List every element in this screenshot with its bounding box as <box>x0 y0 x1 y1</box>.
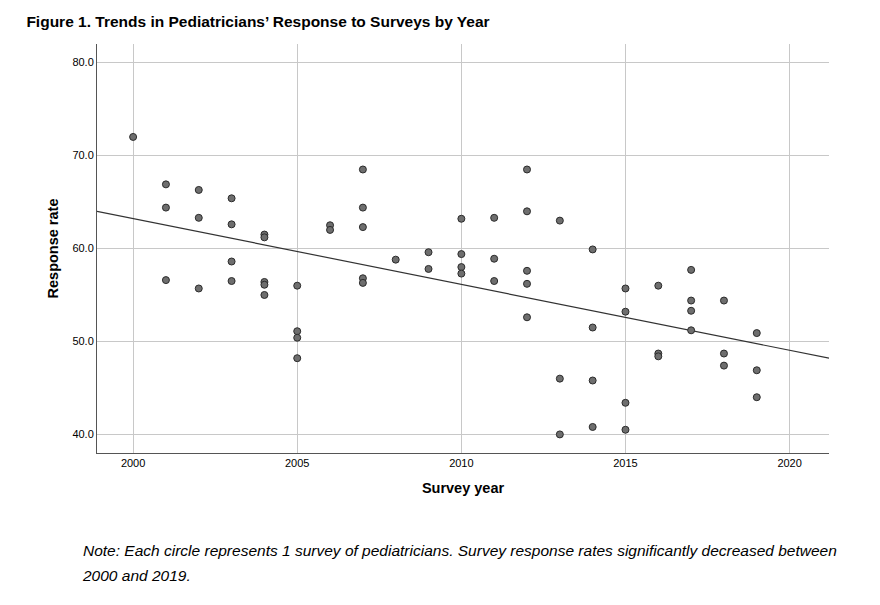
html-text:Note: Each circle represents 1: Note: Each circle represents 1 survey of… <box>83 542 837 584</box>
svg-text:2000: 2000 <box>121 457 145 469</box>
svg-text:80.0: 80.0 <box>72 56 93 68</box>
svg-text:Figure 1. Trends in Pediatrici: Figure 1. Trends in Pediatricians’ Respo… <box>26 13 489 30</box>
svg-text:40.0: 40.0 <box>72 428 93 440</box>
svg-text:2005: 2005 <box>285 457 309 469</box>
svg-text:70.0: 70.0 <box>72 149 93 161</box>
svg-text:2010: 2010 <box>449 457 473 469</box>
svg-text:60.0: 60.0 <box>72 242 93 254</box>
svg-text:Survey year: Survey year <box>422 480 505 496</box>
svg-text:2015: 2015 <box>613 457 637 469</box>
svg-text:50.0: 50.0 <box>72 335 93 347</box>
svg-text:2020: 2020 <box>777 457 801 469</box>
svg-text:Response rate: Response rate <box>45 199 61 299</box>
